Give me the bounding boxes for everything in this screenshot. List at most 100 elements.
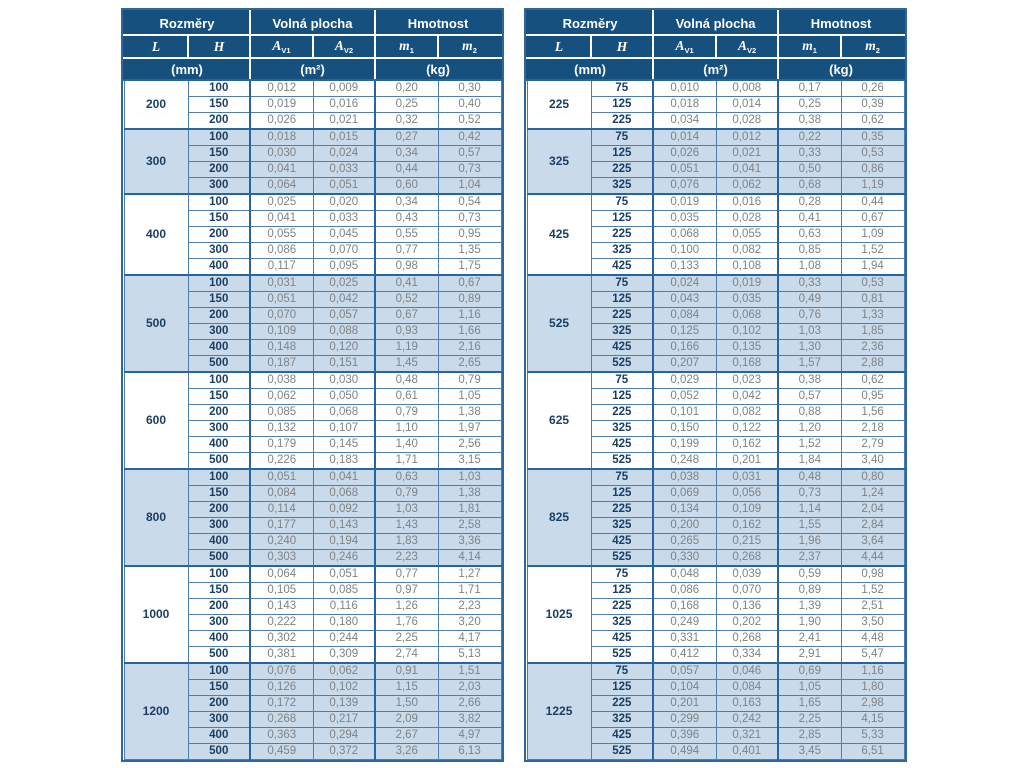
av1-value-cell: 0,105 xyxy=(249,582,314,599)
m1-value-cell: 1,10 xyxy=(374,420,439,437)
av2-value-cell: 0,244 xyxy=(312,630,376,647)
m2-value-cell: 2,58 xyxy=(437,517,502,534)
m1-value-cell: 3,26 xyxy=(374,743,439,760)
h-value-cell: 150 xyxy=(187,96,251,113)
h-value-cell: 225 xyxy=(590,598,654,615)
m1-value-cell: 0,50 xyxy=(777,161,842,178)
m1-value-cell: 0,93 xyxy=(374,323,439,340)
m1-value-cell: 1,30 xyxy=(777,339,842,356)
av1-value-cell: 0,041 xyxy=(249,210,314,227)
header-hmotnost: Hmotnost xyxy=(777,10,906,36)
l-value-cell: 625 xyxy=(526,371,592,470)
av1-value-cell: 0,187 xyxy=(249,355,314,373)
av1-value-cell: 0,381 xyxy=(249,646,314,664)
av1-value-cell: 0,134 xyxy=(652,501,717,518)
m1-value-cell: 0,22 xyxy=(777,128,842,146)
av1-value-cell: 0,052 xyxy=(652,388,717,405)
table-row: 150 0,126 0,102 1,15 2,03 xyxy=(124,679,502,696)
h-value-cell: 300 xyxy=(187,242,251,259)
av2-value-cell: 0,268 xyxy=(715,549,779,567)
m1-value-cell: 0,49 xyxy=(777,291,842,308)
av2-value-cell: 0,180 xyxy=(312,614,376,631)
av1-value-cell: 0,048 xyxy=(652,565,717,583)
av2-value-cell: 0,162 xyxy=(715,436,779,453)
m1-value-cell: 1,50 xyxy=(374,695,439,712)
av2-value-cell: 0,201 xyxy=(715,452,779,470)
m1-value-cell: 2,91 xyxy=(777,646,842,664)
av1-value-cell: 0,026 xyxy=(652,145,717,162)
table-row: 500 0,459 0,372 3,26 6,13 xyxy=(124,743,502,760)
av1-value-cell: 0,207 xyxy=(652,355,717,373)
header-rozmery: Rozměry xyxy=(122,10,252,36)
table-body: 200 100 0,012 0,009 0,20 0,30 150 0,019 0,016 0,2… xyxy=(123,79,502,760)
m1-value-cell: 0,25 xyxy=(777,96,842,113)
table-row: 525 0,330 0,268 2,37 4,44 xyxy=(527,549,905,567)
av2-value-cell: 0,015 xyxy=(312,128,376,146)
m2-value-cell: 0,26 xyxy=(840,79,905,97)
m2-value-cell: 2,04 xyxy=(840,501,905,518)
l-value-cell: 825 xyxy=(526,468,592,567)
m1-value-cell: 0,68 xyxy=(777,177,842,195)
h-value-cell: 225 xyxy=(590,307,654,324)
h-value-cell: 400 xyxy=(187,339,251,356)
header-volna-plocha: Volná plocha xyxy=(652,10,780,36)
m2-value-cell: 5,33 xyxy=(840,727,905,744)
header-m2: m2 xyxy=(840,34,906,59)
m1-value-cell: 0,60 xyxy=(374,177,439,195)
av2-value-cell: 0,145 xyxy=(312,436,376,453)
m2-value-cell: 3,20 xyxy=(437,614,502,631)
h-value-cell: 75 xyxy=(590,274,654,292)
table-row: 225 0,068 0,055 0,63 1,09 xyxy=(527,226,905,243)
av1-value-cell: 0,148 xyxy=(249,339,314,356)
m2-value-cell: 1,03 xyxy=(437,468,502,486)
h-value-cell: 325 xyxy=(590,614,654,631)
av1-value-cell: 0,125 xyxy=(652,323,717,340)
m1-value-cell: 0,89 xyxy=(777,582,842,599)
av1-value-cell: 0,055 xyxy=(249,226,314,243)
table-row: 300 0,268 0,217 2,09 3,82 xyxy=(124,711,502,728)
m1-value-cell: 1,08 xyxy=(777,258,842,276)
table-row: 425 0,265 0,215 1,96 3,64 xyxy=(527,533,905,550)
table-row: 225 75 0,010 0,008 0,17 0,26 xyxy=(526,79,905,130)
m1-value-cell: 1,65 xyxy=(777,695,842,712)
table-row: 150 0,030 0,024 0,34 0,57 xyxy=(124,145,502,162)
h-value-cell: 500 xyxy=(187,355,251,373)
av2-value-cell: 0,120 xyxy=(312,339,376,356)
av2-value-cell: 0,163 xyxy=(715,695,779,712)
av1-value-cell: 0,041 xyxy=(249,161,314,178)
header-h: H xyxy=(590,34,655,59)
table-row: 200 100 0,012 0,009 0,20 0,30 xyxy=(123,79,502,130)
m1-value-cell: 2,74 xyxy=(374,646,439,664)
h-value-cell: 325 xyxy=(590,323,654,340)
h-value-cell: 150 xyxy=(187,388,251,405)
av1-value-cell: 0,363 xyxy=(249,727,314,744)
av1-value-cell: 0,038 xyxy=(249,371,314,389)
header-h: H xyxy=(186,34,252,59)
h-value-cell: 300 xyxy=(187,420,251,437)
m2-value-cell: 3,82 xyxy=(437,711,502,728)
h-value-cell: 125 xyxy=(590,388,654,405)
h-value-cell: 325 xyxy=(590,711,654,728)
l-value-cell: 1000 xyxy=(123,565,189,664)
av1-value-cell: 0,248 xyxy=(652,452,717,470)
table-row: 325 0,125 0,102 1,03 1,85 xyxy=(527,323,905,340)
h-value-cell: 150 xyxy=(187,582,251,599)
av1-value-cell: 0,035 xyxy=(652,210,717,227)
av1-value-cell: 0,265 xyxy=(652,533,717,550)
m1-value-cell: 1,26 xyxy=(374,598,439,615)
table-row: 525 0,248 0,201 1,84 3,40 xyxy=(527,452,905,470)
l-value-cell: 500 xyxy=(123,274,189,373)
m2-value-cell: 1,35 xyxy=(437,242,502,259)
av1-value-cell: 0,133 xyxy=(652,258,717,276)
m1-value-cell: 0,63 xyxy=(374,468,439,486)
table-header: Rozměry Volná plocha Hmotnost L H AV1 AV… xyxy=(122,10,503,81)
av2-value-cell: 0,023 xyxy=(715,371,779,389)
av2-value-cell: 0,014 xyxy=(715,96,779,113)
av1-value-cell: 0,412 xyxy=(652,646,717,664)
h-value-cell: 200 xyxy=(187,598,251,615)
av2-value-cell: 0,031 xyxy=(715,468,779,486)
m2-value-cell: 1,19 xyxy=(840,177,905,195)
av1-value-cell: 0,034 xyxy=(652,112,717,130)
m1-value-cell: 0,48 xyxy=(374,371,439,389)
l-symbol: L xyxy=(151,38,161,54)
